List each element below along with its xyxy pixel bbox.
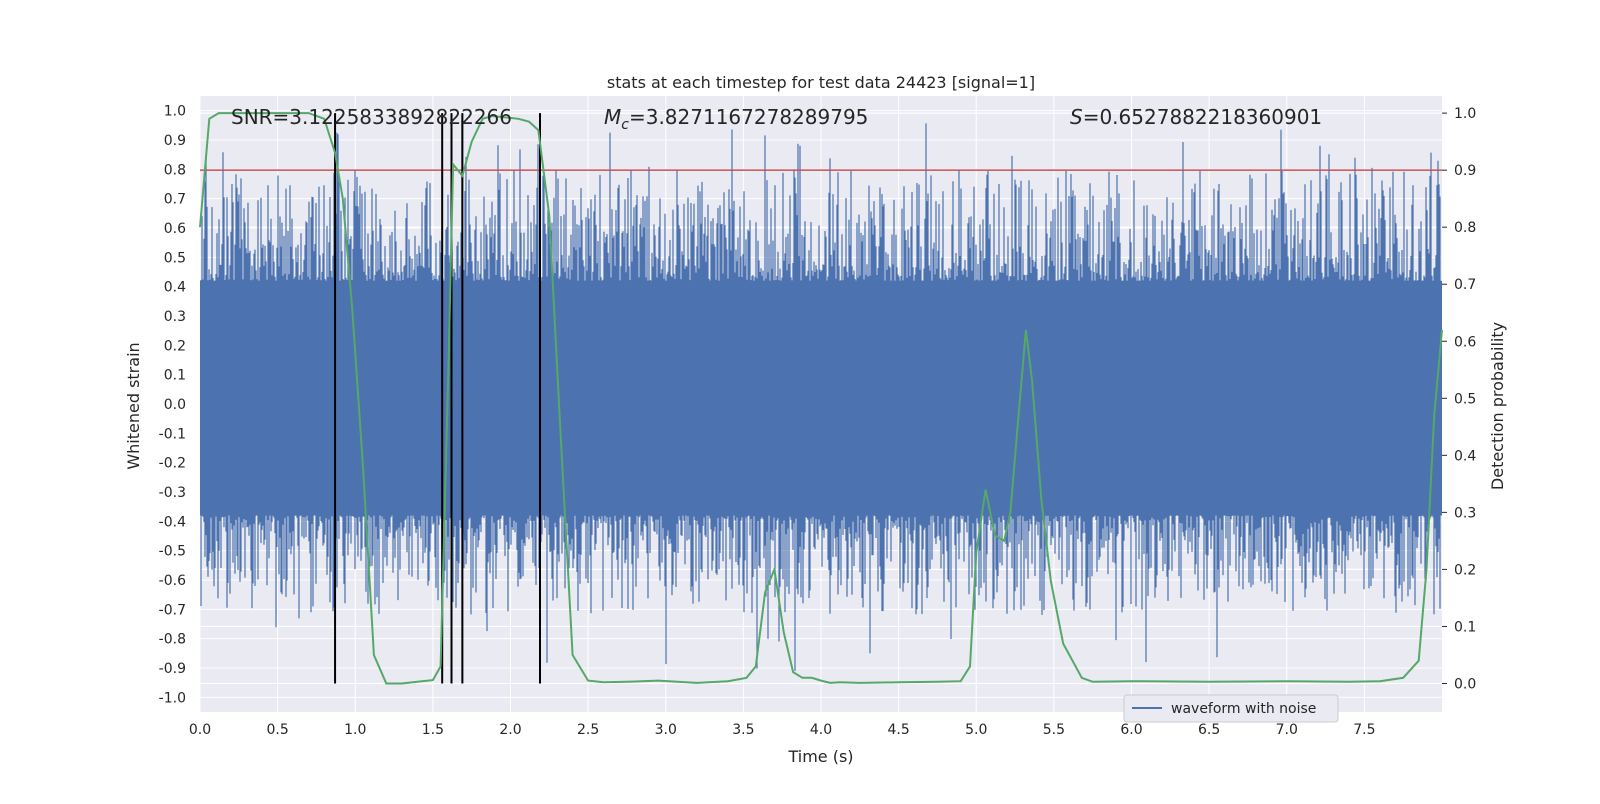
left-y-axis-label: Whitened strain xyxy=(124,342,143,469)
right-y-tick-label: 0.3 xyxy=(1454,505,1476,521)
chart-title: stats at each timestep for test data 244… xyxy=(607,73,1035,92)
x-tick-label: 2.5 xyxy=(577,722,599,738)
right-y-axis-label: Detection probability xyxy=(1488,322,1507,490)
left-y-tick-label: -0.7 xyxy=(159,602,186,618)
x-tick-label: 1.0 xyxy=(344,722,366,738)
right-y-tick-label: 1.0 xyxy=(1454,106,1476,122)
chirp-mass-symbol: M xyxy=(604,105,621,129)
left-y-tick-label: -0.1 xyxy=(159,426,186,442)
x-tick-label: 0.0 xyxy=(189,722,211,738)
left-y-tick-label: 0.1 xyxy=(164,368,186,384)
left-y-tick-labels: 1.0 0.9 0.8 0.7 0.6 0.5 0.4 0.3 0.2 0.1 0.0 -0.1 -0.… xyxy=(159,104,186,707)
x-tick-label: 6.0 xyxy=(1120,722,1142,738)
right-y-tick-label: 0.4 xyxy=(1454,448,1476,464)
legend-box xyxy=(1123,694,1339,723)
left-y-tick-label: 0.9 xyxy=(164,133,186,149)
probability-series xyxy=(199,112,1443,685)
right-y-tick-label: 0.2 xyxy=(1454,562,1476,578)
x-tick-label: 3.0 xyxy=(655,722,677,738)
chirp-mass-value: =3.8271167278289795 xyxy=(629,105,868,129)
x-tick-label: 6.5 xyxy=(1198,722,1220,738)
right-y-tick-labels: 1.0 0.9 0.8 0.7 0.6 0.5 0.4 0.3 0.2 0.1 0.0 xyxy=(1442,106,1476,692)
left-y-tick-label: 0.2 xyxy=(164,338,186,354)
chirp-mass-annotation: Mc=3.8271167278289795 xyxy=(604,105,868,133)
x-tick-label: 4.0 xyxy=(810,722,832,738)
left-y-tick-label: 0.3 xyxy=(164,309,186,325)
right-y-tick-label: 0.8 xyxy=(1454,220,1476,236)
left-y-tick-label: -0.5 xyxy=(159,544,186,560)
legend: waveform with noise xyxy=(1123,694,1339,723)
significance-annotation: S=0.6527882218360901 xyxy=(1070,105,1322,129)
x-tick-label: 4.5 xyxy=(887,722,909,738)
left-y-tick-label: 0.0 xyxy=(164,397,186,413)
right-y-tick-label: 0.0 xyxy=(1454,676,1476,692)
left-y-tick-label: 0.5 xyxy=(164,250,186,266)
x-tick-label: 1.5 xyxy=(422,722,444,738)
x-axis-label: Time (s) xyxy=(787,747,853,766)
waveform-trace xyxy=(200,116,1441,671)
right-y-tick-label: 0.7 xyxy=(1454,277,1476,293)
left-y-tick-label: 1.0 xyxy=(164,104,186,120)
right-y-tick-label: 0.9 xyxy=(1454,163,1476,179)
left-y-tick-label: -0.9 xyxy=(159,661,186,677)
left-y-tick-label: -0.4 xyxy=(159,514,186,530)
x-tick-label: 2.0 xyxy=(499,722,521,738)
left-y-tick-label: -0.6 xyxy=(159,573,186,589)
x-tick-label: 3.5 xyxy=(732,722,754,738)
left-y-tick-label: 0.7 xyxy=(164,192,186,208)
legend-label: waveform with noise xyxy=(1171,701,1316,717)
left-y-tick-label: 0.8 xyxy=(164,162,186,178)
right-y-tick-label: 0.6 xyxy=(1454,334,1476,350)
left-y-tick-label: -1.0 xyxy=(159,690,186,706)
x-tick-label: 5.0 xyxy=(965,722,987,738)
waveform-series xyxy=(200,116,1442,671)
right-y-tick-label: 0.5 xyxy=(1454,391,1476,407)
x-tick-label: 5.5 xyxy=(1043,722,1065,738)
x-tick-label: 7.5 xyxy=(1353,722,1375,738)
significance-value: =0.6527882218360901 xyxy=(1083,105,1322,129)
right-y-tick-label: 0.1 xyxy=(1454,619,1476,635)
x-tick-label: 0.5 xyxy=(266,722,288,738)
snr-annotation: SNR=3.1225833892822266 xyxy=(231,105,512,129)
x-tick-label: 7.0 xyxy=(1276,722,1298,738)
left-y-tick-label: -0.2 xyxy=(159,456,186,472)
left-y-tick-label: 0.4 xyxy=(164,280,186,296)
chirp-mass-subscript: c xyxy=(621,117,629,133)
left-y-tick-label: -0.8 xyxy=(159,632,186,648)
left-y-tick-label: 0.6 xyxy=(164,221,186,237)
x-tick-labels: 0.0 0.5 1.0 1.5 2.0 2.5 3.0 3.5 4.0 4.5 5.0 5.5 6.0 6… xyxy=(189,722,1376,738)
left-y-tick-label: -0.3 xyxy=(159,485,186,501)
significance-symbol: S xyxy=(1070,105,1083,129)
